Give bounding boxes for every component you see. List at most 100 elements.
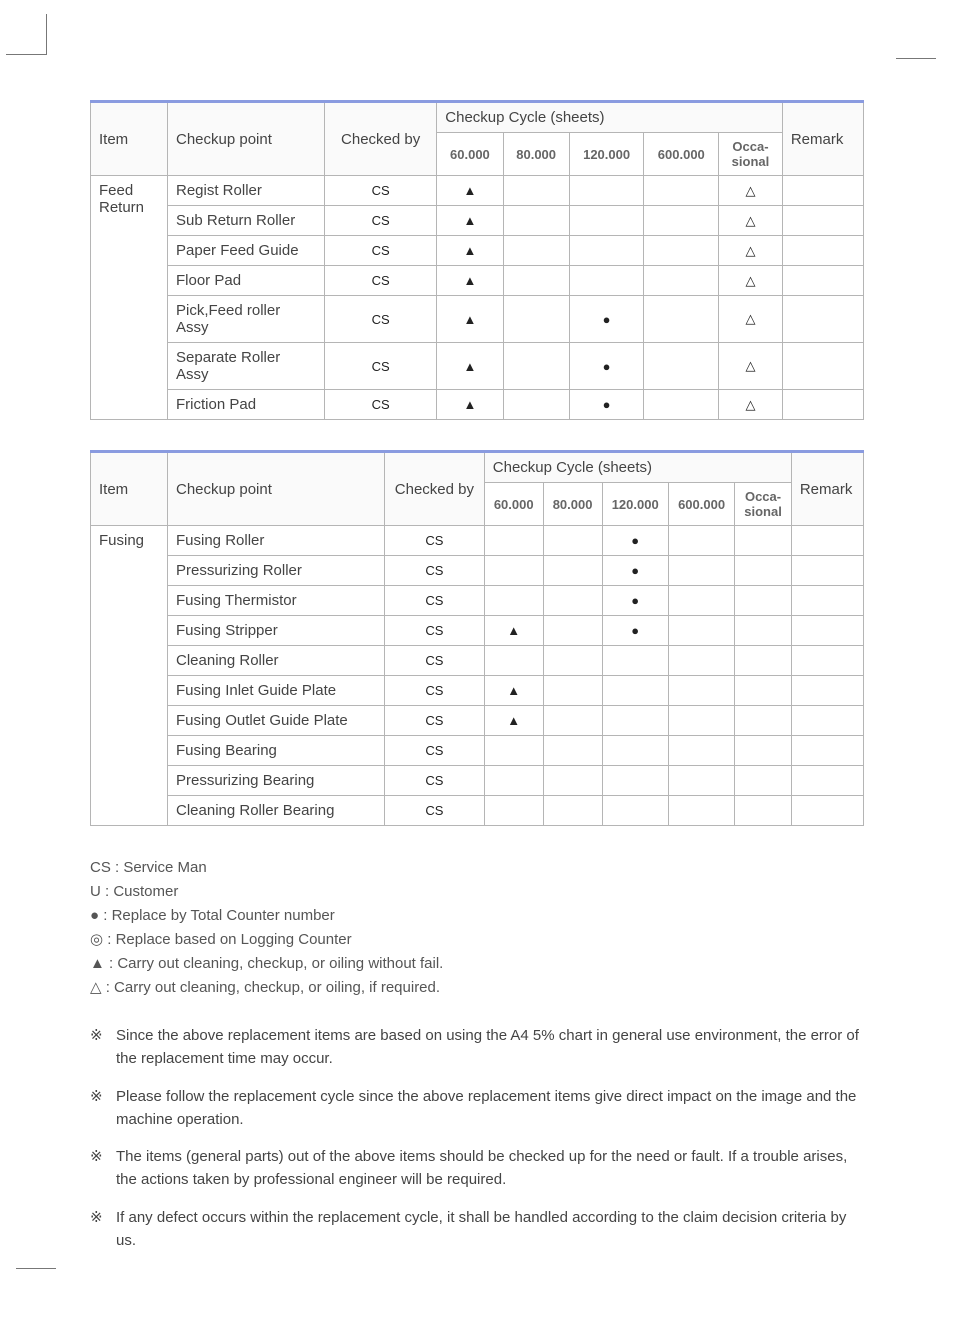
cycle-cell <box>484 736 543 766</box>
checked-by: CS <box>385 586 485 616</box>
cycle-cell <box>503 296 569 343</box>
legend-line: ● : Replace by Total Counter number <box>90 904 864 928</box>
cycle-cell <box>644 206 719 236</box>
cycle-cell <box>484 646 543 676</box>
cycle-cell <box>602 646 668 676</box>
remark-cell <box>791 736 863 766</box>
legend-line: CS : Service Man <box>90 856 864 880</box>
checkup-point: Fusing Outlet Guide Plate <box>168 706 385 736</box>
cycle-cell: △ <box>719 390 783 420</box>
cycle-cell <box>668 616 734 646</box>
checked-by: CS <box>385 706 485 736</box>
checked-by: CS <box>385 616 485 646</box>
cycle-cell <box>602 796 668 826</box>
cycle-cell <box>735 586 792 616</box>
checked-by: CS <box>325 266 437 296</box>
legend-line: U : Customer <box>90 880 864 904</box>
remark-cell <box>782 206 863 236</box>
t1-h-cycle: Checkup Cycle (sheets) <box>437 102 783 133</box>
cycle-cell <box>503 206 569 236</box>
checked-by: CS <box>325 343 437 390</box>
checked-by: CS <box>385 646 485 676</box>
cycle-cell <box>602 766 668 796</box>
crop-mark-tl <box>6 14 47 55</box>
note-marker: ※ <box>90 1024 116 1071</box>
cycle-cell <box>602 676 668 706</box>
t2-h-point: Checkup point <box>168 452 385 526</box>
cycle-cell <box>543 736 602 766</box>
remark-cell <box>782 296 863 343</box>
cycle-cell <box>668 706 734 736</box>
cycle-cell <box>668 646 734 676</box>
t2-h-item: Item <box>91 452 168 526</box>
checked-by: CS <box>385 556 485 586</box>
cycle-cell <box>543 646 602 676</box>
cycle-cell <box>735 766 792 796</box>
checkup-point: Fusing Bearing <box>168 736 385 766</box>
cycle-cell: △ <box>719 266 783 296</box>
remark-cell <box>782 343 863 390</box>
checkup-point: Fusing Inlet Guide Plate <box>168 676 385 706</box>
checkup-table-2: Item Checkup point Checked by Checkup Cy… <box>90 450 864 826</box>
checkup-point: Fusing Thermistor <box>168 586 385 616</box>
cycle-cell <box>569 236 644 266</box>
cycle-cell: ● <box>602 616 668 646</box>
remark-cell <box>791 796 863 826</box>
cycle-cell: ▲ <box>437 206 503 236</box>
cycle-cell: ▲ <box>437 296 503 343</box>
t1-h-by: Checked by <box>325 102 437 176</box>
checkup-point: Pressurizing Roller <box>168 556 385 586</box>
cycle-cell <box>543 766 602 796</box>
cycle-cell: ● <box>569 390 644 420</box>
remark-cell <box>791 556 863 586</box>
cycle-cell <box>668 586 734 616</box>
remark-cell <box>791 646 863 676</box>
checked-by: CS <box>325 390 437 420</box>
cycle-cell <box>602 706 668 736</box>
cycle-cell <box>503 390 569 420</box>
item-label: Feed Return <box>91 176 168 420</box>
cycle-cell <box>484 586 543 616</box>
cycle-cell <box>543 616 602 646</box>
cycle-cell <box>735 526 792 556</box>
note-row: ※Please follow the replacement cycle sin… <box>90 1085 864 1132</box>
t1-h-c2: 120.000 <box>569 133 644 176</box>
cycle-cell: △ <box>719 176 783 206</box>
t1-h-remark: Remark <box>782 102 863 176</box>
cycle-cell: ▲ <box>437 176 503 206</box>
cycle-cell <box>735 646 792 676</box>
cycle-cell <box>543 706 602 736</box>
t2-h-remark: Remark <box>791 452 863 526</box>
note-row: ※If any defect occurs within the replace… <box>90 1206 864 1253</box>
cycle-cell <box>543 676 602 706</box>
cycle-cell <box>602 736 668 766</box>
checkup-point: Separate Roller Assy <box>168 343 325 390</box>
cycle-cell <box>735 556 792 586</box>
t1-h-c3: 600.000 <box>644 133 719 176</box>
cycle-cell <box>668 526 734 556</box>
cycle-cell: ▲ <box>437 266 503 296</box>
cycle-cell: ● <box>569 296 644 343</box>
cycle-cell: ▲ <box>484 676 543 706</box>
t2-h-c4: Occa- sional <box>735 483 792 526</box>
legend-line: ◎ : Replace based on Logging Counter <box>90 928 864 952</box>
t1-h-item: Item <box>91 102 168 176</box>
cycle-cell <box>503 266 569 296</box>
checkup-point: Fusing Roller <box>168 526 385 556</box>
checked-by: CS <box>385 796 485 826</box>
t2-h-c3: 600.000 <box>668 483 734 526</box>
remark-cell <box>782 176 863 206</box>
checked-by: CS <box>385 736 485 766</box>
cycle-cell <box>735 736 792 766</box>
item-label: Fusing <box>91 526 168 826</box>
cycle-cell: ● <box>602 556 668 586</box>
cycle-cell <box>503 343 569 390</box>
cycle-cell <box>543 526 602 556</box>
checkup-point: Pressurizing Bearing <box>168 766 385 796</box>
t2-h-by: Checked by <box>385 452 485 526</box>
cycle-cell <box>569 266 644 296</box>
note-marker: ※ <box>90 1145 116 1192</box>
cycle-cell <box>644 296 719 343</box>
note-marker: ※ <box>90 1085 116 1132</box>
cycle-cell <box>644 390 719 420</box>
